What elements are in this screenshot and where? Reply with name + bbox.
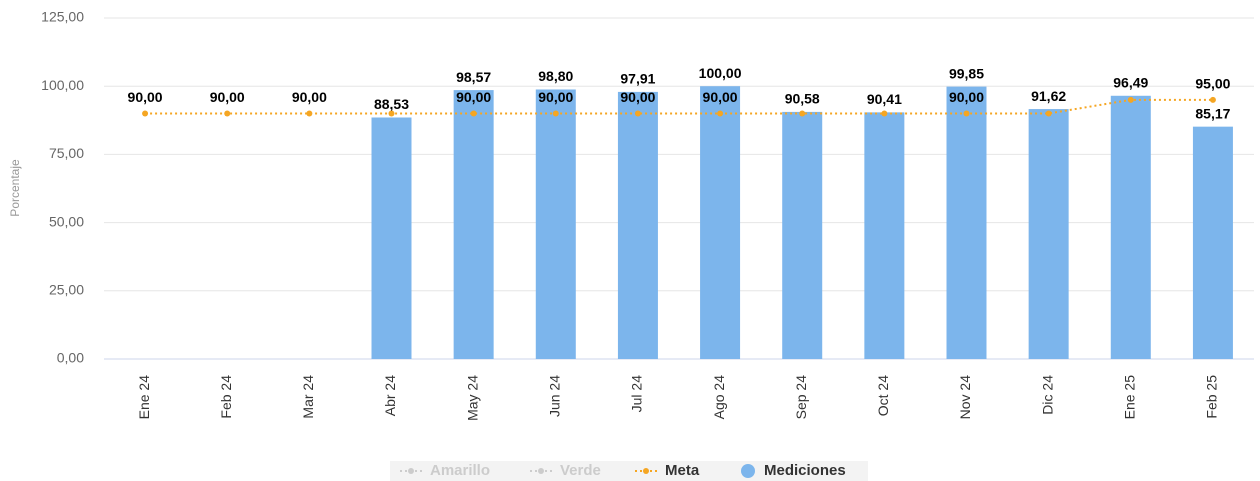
data-label: 90,00 <box>128 89 163 105</box>
data-label: 91,62 <box>1031 88 1066 104</box>
data-label: 90,00 <box>620 89 655 105</box>
data-label: 95,00 <box>1195 76 1230 92</box>
bar <box>371 117 412 359</box>
x-tick-label: Ene 25 <box>1121 375 1137 420</box>
legend-symbol[interactable] <box>741 464 755 478</box>
data-label: 90,00 <box>703 89 738 105</box>
y-axis-label: Porcentaje <box>8 159 22 217</box>
data-label: 90,00 <box>210 89 245 105</box>
x-tick-label: Abr 24 <box>382 375 398 416</box>
x-tick-label: Jul 24 <box>629 375 645 413</box>
x-tick-label: Mar 24 <box>300 375 316 419</box>
bar <box>617 91 658 359</box>
bar <box>1028 109 1069 359</box>
meta-point <box>881 110 888 117</box>
data-label: 99,85 <box>949 65 984 81</box>
meta-point <box>1127 96 1134 103</box>
data-label: 98,80 <box>538 68 573 84</box>
data-label: 90,41 <box>867 91 902 107</box>
legend-symbol[interactable] <box>643 468 649 474</box>
x-tick-label: Ene 24 <box>136 375 152 420</box>
y-tick-label: 100,00 <box>41 77 84 93</box>
data-label: 90,00 <box>292 89 327 105</box>
x-tick-label: Oct 24 <box>875 375 891 416</box>
meta-point <box>634 110 641 117</box>
bar <box>700 86 741 359</box>
x-tick-label: Dic 24 <box>1039 375 1055 415</box>
data-label: 97,91 <box>620 71 655 87</box>
data-label: 96,49 <box>1113 74 1148 90</box>
data-label: 85,17 <box>1195 105 1230 121</box>
y-tick-label: 125,00 <box>41 9 84 25</box>
data-label: 90,00 <box>949 89 984 105</box>
bar <box>864 112 905 360</box>
legend-label[interactable]: Verde <box>560 462 601 479</box>
x-tick-label: Ago 24 <box>711 375 727 420</box>
legend-label[interactable]: Mediciones <box>764 462 846 479</box>
meta-point <box>717 110 724 117</box>
meta-point <box>963 110 970 117</box>
data-label: 100,00 <box>699 65 742 81</box>
meta-point <box>142 110 149 117</box>
meta-point <box>552 110 559 117</box>
y-tick-label: 50,00 <box>49 213 84 229</box>
bar <box>946 86 987 360</box>
data-label: 90,58 <box>785 91 820 107</box>
data-label: 90,00 <box>538 89 573 105</box>
meta-point <box>799 110 806 117</box>
meta-point <box>306 110 313 117</box>
bar <box>453 90 494 359</box>
bar <box>535 89 576 359</box>
legend-symbol[interactable] <box>538 468 544 474</box>
x-tick-label: May 24 <box>464 375 480 421</box>
y-tick-label: 75,00 <box>49 145 84 161</box>
x-tick-label: Nov 24 <box>957 375 973 420</box>
data-label: 88,53 <box>374 96 409 112</box>
data-label: 98,57 <box>456 69 491 85</box>
meta-point <box>224 110 231 117</box>
x-tick-label: Sep 24 <box>793 375 809 420</box>
meta-point <box>1045 110 1052 117</box>
x-tick-label: Feb 25 <box>1204 375 1220 419</box>
y-tick-label: 25,00 <box>49 282 84 298</box>
x-tick-label: Jun 24 <box>546 375 562 417</box>
bar <box>782 111 823 359</box>
meta-point <box>470 110 477 117</box>
data-label: 90,00 <box>456 89 491 105</box>
bar <box>1192 126 1233 359</box>
bar <box>1110 95 1151 360</box>
legend-symbol[interactable] <box>408 468 414 474</box>
legend-label[interactable]: Amarillo <box>430 462 490 479</box>
x-tick-label: Feb 24 <box>218 375 234 419</box>
meta-point <box>388 110 395 117</box>
meta-point <box>1209 96 1216 103</box>
legend-label[interactable]: Meta <box>665 462 700 479</box>
y-tick-label: 0,00 <box>57 350 84 366</box>
